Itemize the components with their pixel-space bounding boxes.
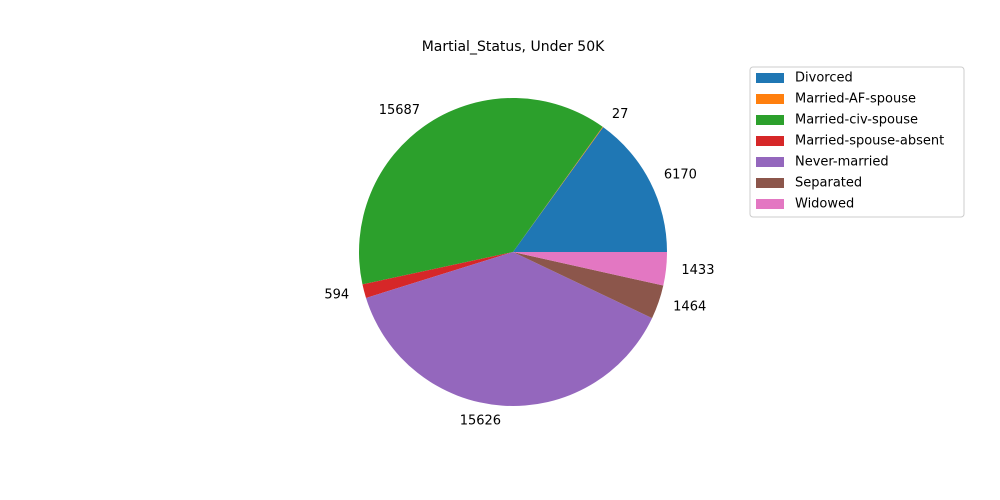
pie-slice-married-af-spouse — [513, 126, 604, 252]
legend-swatch-separated — [756, 178, 784, 188]
legend-label-separated: Separated — [795, 176, 862, 191]
legend-swatch-married-civ-spouse — [756, 115, 784, 125]
legend-swatch-divorced — [756, 73, 784, 83]
legend-swatch-married-af-spouse — [756, 94, 784, 104]
pie-slice-married-spouse-absent — [362, 252, 513, 298]
legend: Divorced Married-AF-spouse Married-civ-s… — [749, 66, 965, 218]
pie-slice-never-married — [366, 252, 653, 407]
legend-label-widowed: Widowed — [795, 197, 854, 212]
pie-label-married-spouse-absent: 594 — [324, 288, 349, 303]
legend-label-married-civ-spouse: Married-civ-spouse — [795, 113, 918, 128]
pie-value-labels: 6170 27 15687 594 15626 1464 1433 — [324, 103, 714, 429]
legend-frame — [749, 66, 965, 218]
pie-label-never-married: 15626 — [460, 413, 501, 428]
legend-label-married-spouse-absent: Married-spouse-absent — [795, 134, 944, 149]
legend-label-married-af-spouse: Married-AF-spouse — [795, 92, 916, 107]
legend-swatch-widowed — [756, 199, 784, 209]
pie-label-divorced: 6170 — [664, 167, 697, 182]
legend-swatch-never-married — [756, 157, 784, 167]
legend-items: Divorced Married-AF-spouse Married-civ-s… — [756, 71, 944, 212]
legend-label-divorced: Divorced — [795, 71, 853, 86]
pie-slice-married-civ-spouse — [358, 98, 603, 285]
legend-swatch-married-spouse-absent — [756, 136, 784, 146]
pie-slice-widowed — [513, 252, 667, 286]
pie-label-married-af-spouse: 27 — [612, 107, 629, 122]
pie-label-separated: 1464 — [673, 300, 706, 315]
pie-label-married-civ-spouse: 15687 — [379, 103, 420, 118]
pie-slices — [358, 98, 667, 407]
pie-label-widowed: 1433 — [681, 263, 714, 278]
legend-label-never-married: Never-married — [795, 155, 889, 170]
pie-slice-divorced — [513, 127, 667, 252]
pie-slice-separated — [513, 252, 664, 319]
chart-title: Martial_Status, Under 50K — [422, 39, 605, 55]
